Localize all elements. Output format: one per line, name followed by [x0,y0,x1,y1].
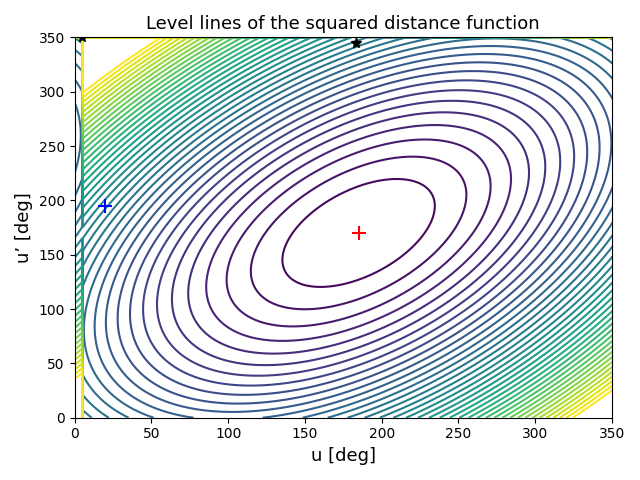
Y-axis label: u’ [deg]: u’ [deg] [15,192,33,263]
Title: Level lines of the squared distance function: Level lines of the squared distance func… [147,15,540,33]
X-axis label: u [deg]: u [deg] [311,447,376,465]
